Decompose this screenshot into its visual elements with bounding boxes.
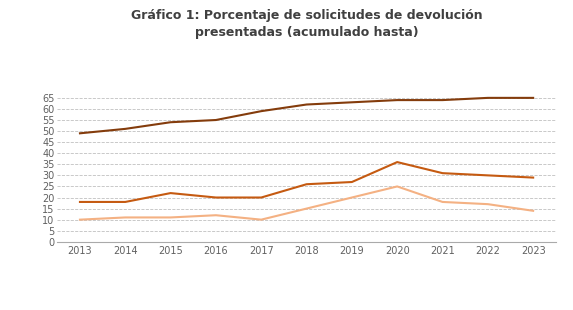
final de mayo [77,131,84,135]
final de abril [529,176,536,179]
Line: mediados de abril: mediados de abril [80,186,533,220]
final de mayo [484,96,491,100]
final de mayo [122,127,129,131]
mediados de abril [213,213,219,217]
final de mayo [394,98,401,102]
final de mayo [167,120,174,124]
final de abril [122,200,129,204]
final de abril [484,174,491,177]
final de mayo [213,118,219,122]
final de mayo [303,103,310,106]
final de mayo [258,109,265,113]
final de abril [303,182,310,186]
final de mayo [348,100,355,104]
Text: Gráfico 1: Porcentaje de solicitudes de devolución
presentadas (acumulado hasta): Gráfico 1: Porcentaje de solicitudes de … [131,9,482,39]
final de abril [77,200,84,204]
final de abril [167,191,174,195]
mediados de abril [303,207,310,210]
mediados de abril [77,218,84,222]
final de mayo [529,96,536,100]
Line: final de mayo: final de mayo [80,98,533,133]
mediados de abril [394,184,401,188]
final de abril [213,196,219,199]
final de abril [258,196,265,199]
mediados de abril [529,209,536,213]
final de mayo [439,98,446,102]
mediados de abril [484,202,491,206]
final de abril [439,171,446,175]
final de abril [394,160,401,164]
mediados de abril [439,200,446,204]
Legend: mediados de abril, final de abril, final de mayo: mediados de abril, final de abril, final… [138,308,475,310]
mediados de abril [167,215,174,219]
mediados de abril [348,196,355,199]
final de abril [348,180,355,184]
mediados de abril [258,218,265,222]
Line: final de abril: final de abril [80,162,533,202]
mediados de abril [122,215,129,219]
